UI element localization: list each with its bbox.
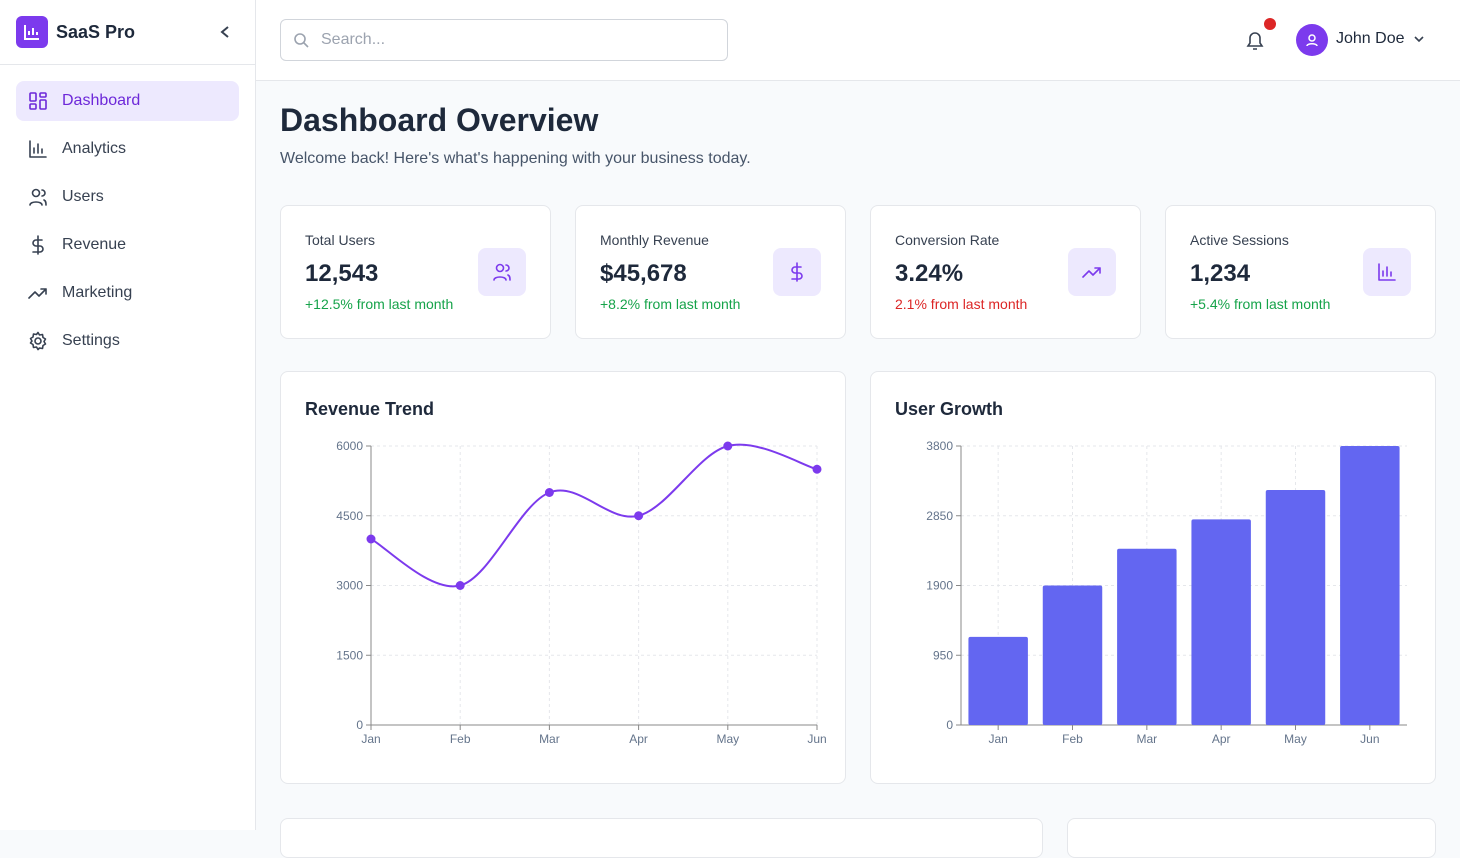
bar [1117,548,1177,725]
user-name[interactable]: John Doe [1336,30,1405,47]
nav-label: Users [62,188,104,205]
bar [968,636,1028,725]
user-menu[interactable] [1413,34,1425,44]
stat-label: Monthly Revenue [600,232,709,248]
stat-card: Conversion Rate 3.24% 2.1% from last month [870,205,1141,339]
nav-label: Marketing [62,284,133,301]
stat-card: Monthly Revenue $45,678 +8.2% from last mo… [575,205,846,339]
nav-label: Settings [62,332,120,349]
page-title: Dashboard Overview [280,102,599,138]
y-tick-label: 2850 [926,509,953,523]
collapse-button[interactable] [218,24,232,40]
search-box[interactable]: Search... [280,19,728,61]
stat-icon [1363,248,1411,296]
topbar: Search... John Doe [256,0,1460,81]
x-tick-label: May [716,732,739,746]
y-tick-label: 1900 [926,579,953,593]
x-tick-label: Apr [1212,732,1231,746]
point [812,464,822,474]
stat-change: +12.5% from last month [305,296,454,312]
x-tick-label: Apr [629,732,648,746]
logo [16,16,48,48]
x-tick-label: Jan [988,732,1007,746]
stat-value: 3.24% [895,260,964,287]
nav-item[interactable]: Settings [16,321,239,361]
nav-label: Dashboard [62,92,141,109]
stat-icon [478,248,526,296]
stat-value: 1,234 [1190,260,1251,287]
x-tick-label: Jun [1360,732,1379,746]
x-tick-label: Feb [1062,732,1083,746]
x-tick-label: Mar [539,732,560,746]
x-tick-label: Jun [807,732,826,746]
stat-change: +5.4% from last month [1190,296,1331,312]
panel [1067,818,1436,858]
y-tick-label: 6000 [336,439,363,453]
stat-card: Total Users 12,543 +12.5% from last month [280,205,551,339]
search-placeholder: Search... [321,31,386,48]
notifications[interactable] [1244,28,1268,54]
y-tick-label: 0 [356,718,363,732]
avatar[interactable] [1296,24,1328,56]
stat-card: Active Sessions 1,234 +5.4% from last mont… [1165,205,1436,339]
stat-icon [773,248,821,296]
nav: Dashboard Analytics Users Revenue Marketing S… [0,65,255,385]
point [455,581,465,590]
bar [1042,585,1103,725]
chart: 0 950 1900 2850 3800 Jan Feb Mar Apr May Jun [926,439,1407,746]
chart: 0 1500 3000 4500 6000 Jan Feb Mar Apr May Jun [336,439,826,746]
chart-title: User Growth [895,399,1004,419]
y-tick-label: 3800 [926,439,953,453]
page-subtitle: Welcome back! Here's what's happening wi… [280,150,751,167]
y-tick-label: 4500 [336,509,363,523]
chart-card: User Growth 0 950 1900 2850 3800 Jan Feb Mar Apr M… [870,371,1436,784]
stat-change: +8.2% from last month [600,296,741,312]
nav-item[interactable]: Users [16,177,239,217]
bar [1191,519,1251,725]
bar [1340,446,1400,725]
brand: SaaS Pro [0,0,255,65]
x-tick-label: Jan [361,732,380,746]
nav-item[interactable]: Analytics [16,129,239,169]
y-tick-label: 950 [933,648,953,662]
stat-change: 2.1% from last month [895,296,1028,312]
y-tick-label: 1500 [336,648,363,662]
panel [280,818,1043,858]
stat-label: Active Sessions [1190,232,1289,248]
sidebar: SaaS Pro Dashboard Analytics Users Revenue M… [0,0,256,830]
nav-label: Analytics [62,140,127,157]
stat-value: 12,543 [305,260,379,287]
stat-value: $45,678 [600,260,687,287]
chart-card: Revenue Trend 0 1500 3000 4500 6000 Jan Feb Mar A… [280,371,846,784]
y-tick-label: 3000 [336,579,363,593]
nav-item[interactable]: Dashboard [16,81,239,121]
nav-item[interactable]: Revenue [16,225,239,265]
nav-item[interactable]: Marketing [16,273,239,313]
brand-name: SaaS Pro [56,21,136,42]
x-tick-label: Feb [450,732,471,746]
y-tick-label: 0 [946,718,953,732]
stat-label: Total Users [305,232,376,248]
x-tick-label: Mar [1136,732,1157,746]
point [723,441,733,451]
nav-label: Revenue [62,236,127,253]
notification-dot [1264,18,1276,30]
stat-icon [1068,248,1116,296]
point [544,488,554,497]
chart-title: Revenue Trend [305,399,435,419]
point [366,534,376,544]
bar [1265,490,1326,725]
stat-label: Conversion Rate [895,232,1000,248]
x-tick-label: May [1284,732,1307,746]
point [634,511,644,521]
